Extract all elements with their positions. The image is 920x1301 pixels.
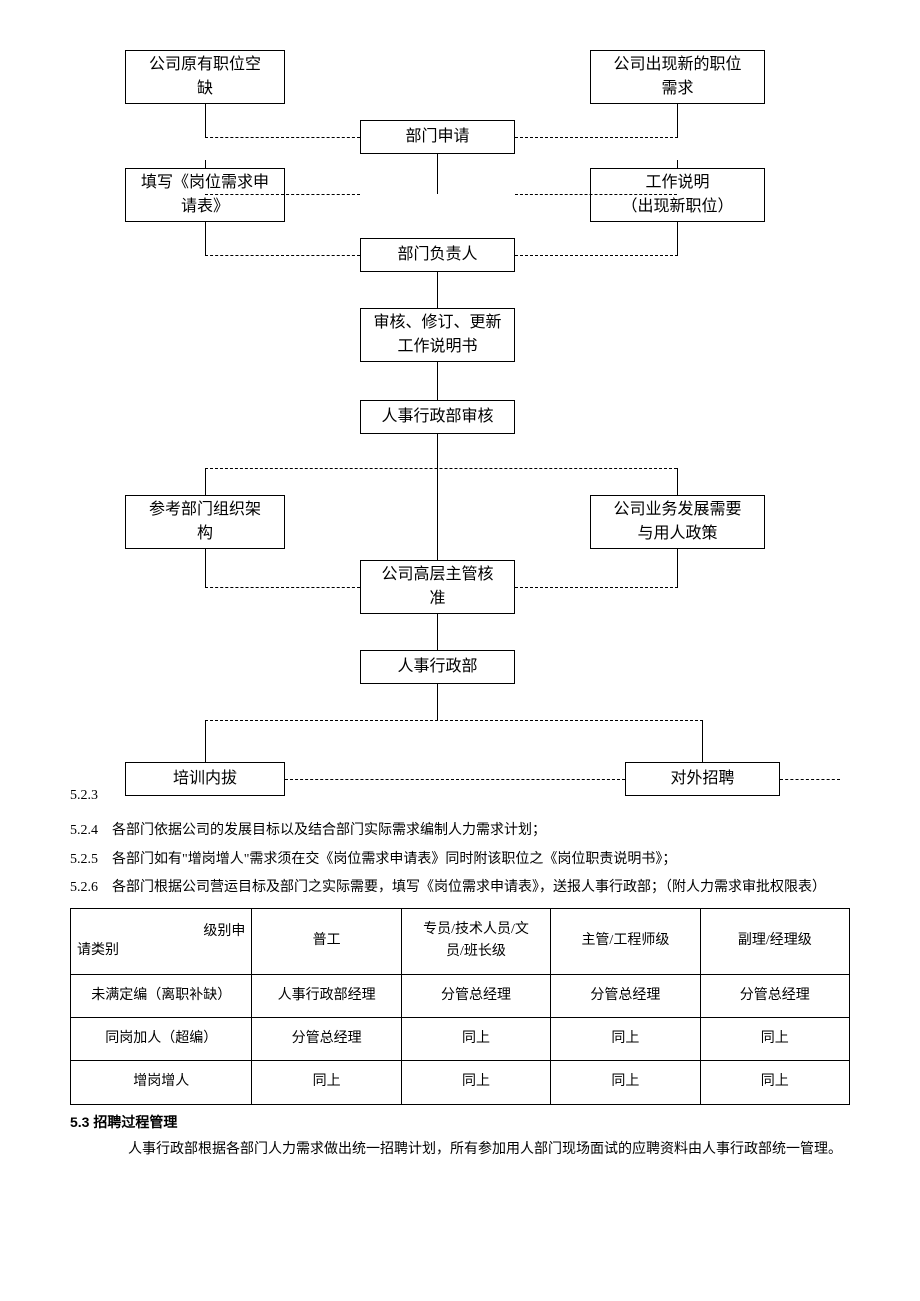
node-text: 人事行政部审核 [381, 405, 493, 429]
node-text: 对外招聘 [670, 767, 734, 791]
node-text: 填写《岗位需求申请表》 [141, 171, 269, 219]
node-hr-dept: 人事行政部 [360, 650, 515, 684]
node-job-desc: 工作说明（出现新职位） [590, 168, 765, 222]
node-hr-review: 人事行政部审核 [360, 400, 515, 434]
section-heading-53: 5.3 招聘过程管理 [70, 1111, 850, 1133]
node-dept-apply: 部门申请 [360, 120, 515, 154]
cell: 同上 [700, 1017, 849, 1060]
connector [437, 684, 438, 720]
row-label: 未满定编（离职补缺） [71, 974, 252, 1017]
table-row: 增岗增人 同上 同上 同上 同上 [71, 1061, 850, 1104]
node-text: 部门申请 [405, 125, 469, 149]
connector [205, 255, 360, 256]
connector [515, 194, 677, 195]
cell: 分管总经理 [700, 974, 849, 1017]
node-text: 培训内拔 [173, 767, 237, 791]
recruitment-flowchart: 公司原有职位空缺 公司出现新的职位需求 部门申请 填写《岗位需求申请表》 工作说… [70, 50, 850, 810]
row-label: 增岗增人 [71, 1061, 252, 1104]
node-org-ref: 参考部门组织架构 [125, 495, 285, 549]
table-header: 主管/工程师级 [551, 908, 700, 974]
list-num: 5.2.5 [70, 847, 112, 874]
node-text: 人事行政部 [397, 655, 477, 679]
list-524: 5.2.4 各部门依据公司的发展目标以及结合部门实际需求编制人力需求计划； [70, 818, 850, 845]
node-text: 工作说明（出现新职位） [621, 171, 733, 219]
connector [677, 468, 678, 495]
list-text: 各部门根据公司营运目标及部门之实际需要，填写《岗位需求申请表》，送报人事行政部；… [112, 875, 850, 902]
connector [205, 587, 360, 588]
list-526: 5.2.6 各部门根据公司营运目标及部门之实际需要，填写《岗位需求申请表》，送报… [70, 875, 850, 902]
node-text: 公司业务发展需要与用人政策 [613, 498, 741, 546]
table-row: 同岗加人（超编） 分管总经理 同上 同上 同上 [71, 1017, 850, 1060]
corner-top-right: 级别申 [77, 922, 245, 942]
node-text: 审核、修订、更新工作说明书 [373, 311, 501, 359]
node-req-form: 填写《岗位需求申请表》 [125, 168, 285, 222]
cell: 同上 [700, 1061, 849, 1104]
connector [437, 614, 438, 650]
connector [515, 587, 678, 588]
corner-bottom-left: 请类别 [77, 941, 245, 961]
table-header: 普工 [252, 908, 401, 974]
section-number-523: 5.2.3 [70, 785, 98, 807]
approval-authority-table: 级别申 请类别 普工 专员/技术人员/文员/班长级 主管/工程师级 副理/经理级… [70, 908, 850, 1105]
list-text: 各部门依据公司的发展目标以及结合部门实际需求编制人力需求计划； [112, 818, 850, 845]
node-external: 对外招聘 [625, 762, 780, 796]
list-text: 各部门如有"增岗增人"需求须在交《岗位需求申请表》同时附该职位之《岗位职责说明书… [112, 847, 850, 874]
connector [205, 468, 206, 495]
connector [677, 549, 678, 587]
cell: 同上 [401, 1017, 550, 1060]
connector [205, 468, 677, 469]
cell: 人事行政部经理 [252, 974, 401, 1017]
connector [205, 720, 206, 762]
node-internal: 培训内拔 [125, 762, 285, 796]
connector [205, 137, 360, 138]
connector [702, 720, 703, 762]
connector [205, 160, 206, 168]
connector [677, 222, 678, 255]
connector [780, 779, 840, 780]
table-corner-cell: 级别申 请类别 [71, 908, 252, 974]
connector [437, 434, 438, 468]
connector [677, 160, 678, 168]
row-label: 同岗加人（超编） [71, 1017, 252, 1060]
cell: 同上 [401, 1061, 550, 1104]
node-text: 参考部门组织架构 [149, 498, 261, 546]
cell: 同上 [551, 1061, 700, 1104]
node-vacancy: 公司原有职位空缺 [125, 50, 285, 104]
node-dept-head: 部门负责人 [360, 238, 515, 272]
list-num: 5.2.4 [70, 818, 112, 845]
connector [205, 720, 703, 721]
node-text: 公司高层主管核准 [381, 563, 493, 611]
node-senior-approve: 公司高层主管核准 [360, 560, 515, 614]
node-text: 公司出现新的职位需求 [613, 53, 741, 101]
cell: 分管总经理 [401, 974, 550, 1017]
cell: 同上 [252, 1061, 401, 1104]
connector [515, 137, 678, 138]
table-header: 专员/技术人员/文员/班长级 [401, 908, 550, 974]
connector [205, 222, 206, 255]
table-header: 副理/经理级 [700, 908, 849, 974]
connector [205, 104, 206, 137]
connector [205, 549, 206, 587]
table-header-row: 级别申 请类别 普工 专员/技术人员/文员/班长级 主管/工程师级 副理/经理级 [71, 908, 850, 974]
node-text: 部门负责人 [397, 243, 477, 267]
node-text: 公司原有职位空缺 [149, 53, 261, 101]
cell: 分管总经理 [252, 1017, 401, 1060]
connector [437, 154, 438, 194]
connector [205, 194, 360, 195]
node-biz-policy: 公司业务发展需要与用人政策 [590, 495, 765, 549]
connector [285, 779, 625, 780]
cell: 同上 [551, 1017, 700, 1060]
connector [437, 362, 438, 400]
connector [677, 104, 678, 137]
connector [437, 272, 438, 308]
connector [515, 255, 678, 256]
node-review: 审核、修订、更新工作说明书 [360, 308, 515, 362]
list-num: 5.2.6 [70, 875, 112, 902]
list-525: 5.2.5 各部门如有"增岗增人"需求须在交《岗位需求申请表》同时附该职位之《岗… [70, 847, 850, 874]
cell: 分管总经理 [551, 974, 700, 1017]
connector [437, 468, 438, 560]
section-paragraph: 人事行政部根据各部门人力需求做出统一招聘计划，所有参加用人部门现场面试的应聘资料… [100, 1137, 850, 1164]
node-newpos: 公司出现新的职位需求 [590, 50, 765, 104]
table-row: 未满定编（离职补缺） 人事行政部经理 分管总经理 分管总经理 分管总经理 [71, 974, 850, 1017]
